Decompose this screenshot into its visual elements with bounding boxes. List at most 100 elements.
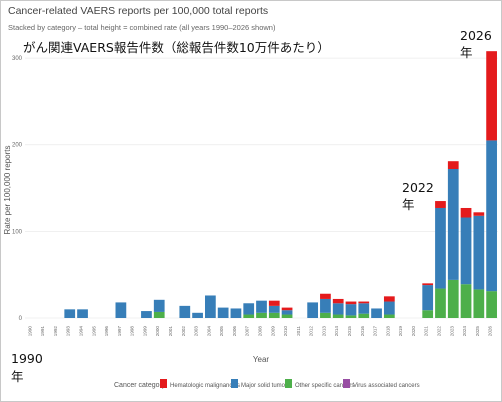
- x-tick-label: 1997: [117, 326, 122, 337]
- x-tick-label: 1992: [53, 326, 58, 337]
- y-tick-label: 100: [12, 229, 23, 235]
- legend-label: Hematologic malignancies: [170, 383, 240, 389]
- bar-segment: [371, 308, 382, 318]
- chart-title: Cancer-related VAERS reports per 100,000…: [8, 5, 268, 17]
- bar-segment: [383, 301, 395, 315]
- bar-segment: [422, 283, 434, 286]
- x-tick-label: 2011: [296, 326, 301, 336]
- bar-segment: [383, 314, 395, 318]
- bar-segment: [460, 217, 472, 285]
- bar-segment: [345, 301, 357, 305]
- x-tick-label: 1993: [66, 326, 71, 337]
- x-tick-label: 2018: [385, 326, 390, 337]
- x-tick-label: 2022: [436, 326, 441, 337]
- x-tick-label: 1994: [79, 326, 84, 337]
- bar-segment: [153, 311, 165, 318]
- bar-segment: [64, 309, 76, 318]
- bar-segment: [320, 312, 331, 318]
- x-axis-ticks: 1990 1991 1992 1993 1994 1995 1996 1997 1998 1999…: [27, 326, 492, 337]
- x-tick-label: 2014: [334, 326, 339, 337]
- bar-segment: [435, 288, 446, 318]
- bar-segment: [230, 308, 242, 318]
- y-axis-ticks: 0 100 200 300: [12, 56, 23, 322]
- bar-segment: [281, 307, 293, 311]
- y-tick-label: 0: [19, 316, 23, 322]
- y-axis-label: Rate per 100,000 reports: [3, 146, 12, 235]
- bar-segment: [473, 212, 485, 216]
- legend-swatch: [343, 379, 350, 388]
- bar-segment: [115, 302, 127, 318]
- x-tick-label: 2023: [449, 326, 454, 337]
- x-tick-label: 2008: [258, 326, 263, 337]
- x-tick-label: 2000: [155, 326, 160, 337]
- annotation-2022-suffix: 年: [402, 197, 415, 212]
- bar-segment: [473, 215, 485, 290]
- legend-label: Other specific cancers: [295, 383, 354, 389]
- legend-title: Cancer category: [114, 382, 166, 389]
- x-axis-label: Year: [253, 355, 270, 364]
- bar-segment: [256, 312, 267, 318]
- bar-segment: [320, 293, 331, 299]
- bar-segment: [447, 279, 459, 318]
- bar-segment: [307, 302, 319, 318]
- bar-segment: [77, 309, 88, 318]
- bar-segment: [345, 304, 357, 316]
- legend-label: Major solid tumors: [241, 383, 290, 389]
- bar-segment: [268, 300, 280, 306]
- annotation-2022: 2022: [402, 180, 434, 195]
- x-tick-label: 2003: [194, 326, 199, 337]
- y-tick-label: 200: [12, 143, 23, 149]
- annotation-2026: 2026: [460, 28, 492, 43]
- x-tick-label: 2013: [321, 326, 326, 337]
- japanese-title: がん関連VAERS報告件数（総報告件数10万件あたり）: [23, 40, 330, 55]
- chart-subtitle: Stacked by category – total height = com…: [8, 23, 276, 32]
- x-tick-label: 2012: [309, 326, 314, 337]
- x-tick-label: 2016: [360, 326, 365, 337]
- y-tick-label: 300: [12, 56, 23, 62]
- annotation-1990: 1990: [11, 351, 43, 366]
- bar-segment: [281, 310, 293, 315]
- legend-swatch: [231, 379, 238, 388]
- bar-segment: [153, 299, 165, 312]
- bar-segment: [486, 291, 497, 318]
- x-tick-label: 2024: [462, 326, 467, 337]
- bar-segment: [486, 140, 497, 292]
- x-tick-label: 2001: [168, 326, 173, 337]
- bar-segment: [268, 312, 280, 318]
- x-tick-label: 2007: [245, 326, 250, 337]
- bar-segment: [435, 201, 446, 208]
- bar-segment: [256, 300, 267, 313]
- x-tick-label: 2005: [219, 326, 224, 337]
- x-tick-label: 1996: [104, 326, 109, 337]
- bar-segment: [358, 301, 370, 304]
- x-tick-label: 2026: [488, 326, 493, 337]
- bar-segment: [243, 303, 255, 315]
- x-tick-label: 2006: [232, 326, 237, 337]
- x-tick-label: 2002: [181, 326, 186, 337]
- bar-segment: [217, 307, 229, 318]
- x-tick-label: 2019: [398, 326, 403, 337]
- x-tick-label: 2020: [411, 326, 416, 337]
- bar-segment: [435, 207, 446, 289]
- bar-segment: [460, 284, 472, 318]
- annotation-1990-suffix: 年: [11, 369, 24, 384]
- x-tick-label: 2017: [373, 326, 378, 337]
- legend-label: Virus associated cancers: [353, 383, 420, 389]
- bar-segment: [281, 314, 293, 318]
- bar-segment: [473, 289, 485, 318]
- bar-segment: [486, 51, 497, 141]
- bar-segment: [192, 312, 203, 318]
- bar-segment: [320, 298, 331, 313]
- bar-segment: [345, 315, 357, 318]
- bar-segment: [243, 314, 255, 318]
- bar-segment: [332, 303, 344, 315]
- x-tick-label: 2010: [283, 326, 288, 337]
- bar-segment: [358, 303, 370, 314]
- x-tick-label: 2009: [270, 326, 275, 337]
- bar-segment: [422, 310, 434, 318]
- legend: Cancer category Hematologic malignancies…: [114, 379, 420, 389]
- x-tick-label: 2025: [475, 326, 480, 337]
- legend-swatch: [160, 379, 167, 388]
